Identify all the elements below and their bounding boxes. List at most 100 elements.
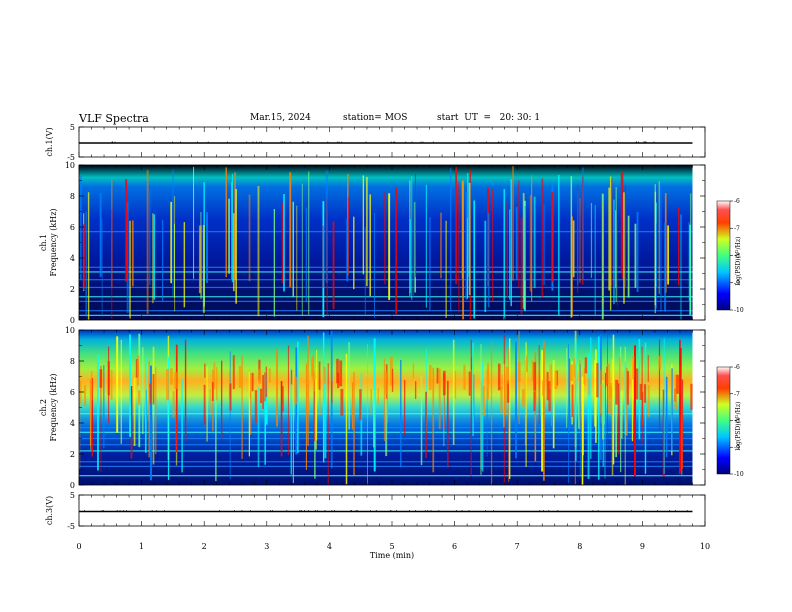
spectral-burst (152, 213, 154, 304)
spectral-burst (373, 338, 376, 472)
spectral-burst (510, 179, 513, 307)
colorbar-tick-label: -6 (734, 364, 740, 371)
spectral-burst (664, 222, 667, 312)
spectral-burst (351, 382, 354, 430)
x-tick-label: 6 (452, 542, 457, 551)
spectral-burst (297, 341, 299, 454)
spectral-burst (415, 173, 416, 278)
spectral-burst (429, 216, 431, 311)
y-tick-label: 6 (70, 223, 75, 232)
spectral-burst (257, 185, 260, 317)
intense-burst (526, 355, 528, 373)
y-tick-label: 4 (70, 419, 75, 428)
spectral-burst (322, 332, 325, 463)
spectral-burst (689, 193, 692, 315)
frequency-band (79, 286, 693, 289)
intense-burst (137, 355, 140, 386)
y-axis-label: ch.1 (39, 234, 48, 251)
intense-burst (232, 355, 235, 390)
spectral-burst (144, 356, 147, 453)
spectral-burst (577, 184, 579, 293)
spectral-burst (301, 183, 303, 316)
spectral-burst (615, 383, 618, 458)
intense-burst (534, 390, 537, 403)
spectral-burst (198, 225, 201, 294)
intense-burst (174, 371, 178, 389)
spectral-burst (138, 333, 141, 448)
y-axis-label: ch.2 (39, 399, 48, 416)
spectral-burst (235, 188, 237, 304)
spectral-burst (524, 205, 526, 281)
spectral-burst (155, 367, 157, 455)
intense-burst (468, 371, 471, 396)
spectral-burst (612, 334, 615, 465)
spectral-burst (677, 207, 680, 286)
spectral-burst (662, 389, 665, 477)
spectral-burst (658, 181, 660, 295)
spectral-burst (79, 361, 81, 470)
spectral-burst (587, 353, 590, 480)
spectral-burst (203, 384, 206, 425)
intense-burst (626, 371, 629, 405)
spectral-burst (472, 342, 474, 437)
spectral-burst (533, 196, 536, 289)
intense-burst (615, 379, 619, 405)
spectral-burst (162, 219, 164, 302)
intense-burst (573, 358, 575, 378)
spectral-burst (126, 210, 129, 277)
spectral-burst (609, 176, 612, 311)
spectral-burst (183, 222, 186, 308)
spectral-burst (571, 216, 574, 317)
frequency-band (79, 279, 693, 281)
spectral-burst (452, 339, 455, 445)
intense-burst (506, 380, 510, 403)
spectral-burst (425, 391, 427, 459)
intense-burst (533, 391, 536, 412)
spectral-burst (132, 220, 134, 287)
intense-burst (204, 363, 206, 378)
spectral-burst (206, 366, 208, 442)
intense-burst (213, 362, 216, 390)
intense-burst (107, 361, 110, 396)
spectral-burst (292, 372, 294, 484)
spectral-burst (620, 346, 622, 473)
spectral-burst (447, 380, 449, 468)
intense-burst (632, 356, 635, 380)
spectral-burst (667, 225, 669, 285)
frequency-band (79, 300, 693, 302)
intense-burst (584, 357, 588, 374)
spectral-burst (512, 166, 514, 281)
colorbar-tick-label: -6 (734, 198, 740, 205)
intense-burst (281, 386, 284, 412)
spectral-burst (248, 194, 251, 282)
spectral-burst (322, 225, 324, 288)
spectral-burst (150, 365, 152, 481)
intense-burst (313, 371, 315, 392)
x-tick-label: 3 (264, 542, 269, 551)
spectral-burst (281, 202, 283, 284)
frequency-band (79, 314, 693, 316)
spectral-burst (101, 218, 103, 317)
spectral-burst (681, 379, 684, 469)
spectral-burst (385, 389, 388, 457)
spectral-burst (87, 192, 90, 320)
spectral-burst (85, 211, 87, 317)
spectral-burst (332, 221, 335, 310)
spectral-burst (369, 194, 371, 297)
intense-burst (149, 383, 151, 405)
intense-burst (463, 364, 466, 390)
spectral-burst (529, 195, 532, 292)
spectral-burst (100, 365, 102, 472)
spectral-burst (626, 367, 628, 436)
panel-3: -6 -7 -8 -9 -10 log(PSD)(V²/Hz) 10 8 6 4 2 0 ch.2 Fre… (39, 326, 744, 490)
y-axis-label: ch.1(V) (45, 127, 54, 156)
spectral-burst (353, 216, 355, 290)
intense-burst (414, 381, 417, 399)
spectral-burst (655, 223, 658, 309)
spectral-burst (620, 173, 623, 274)
intense-burst (429, 365, 432, 391)
spectral-burst (552, 360, 555, 449)
colorbar-tick-label: -10 (734, 471, 744, 478)
spectral-burst (438, 368, 441, 429)
intense-burst (554, 370, 558, 390)
